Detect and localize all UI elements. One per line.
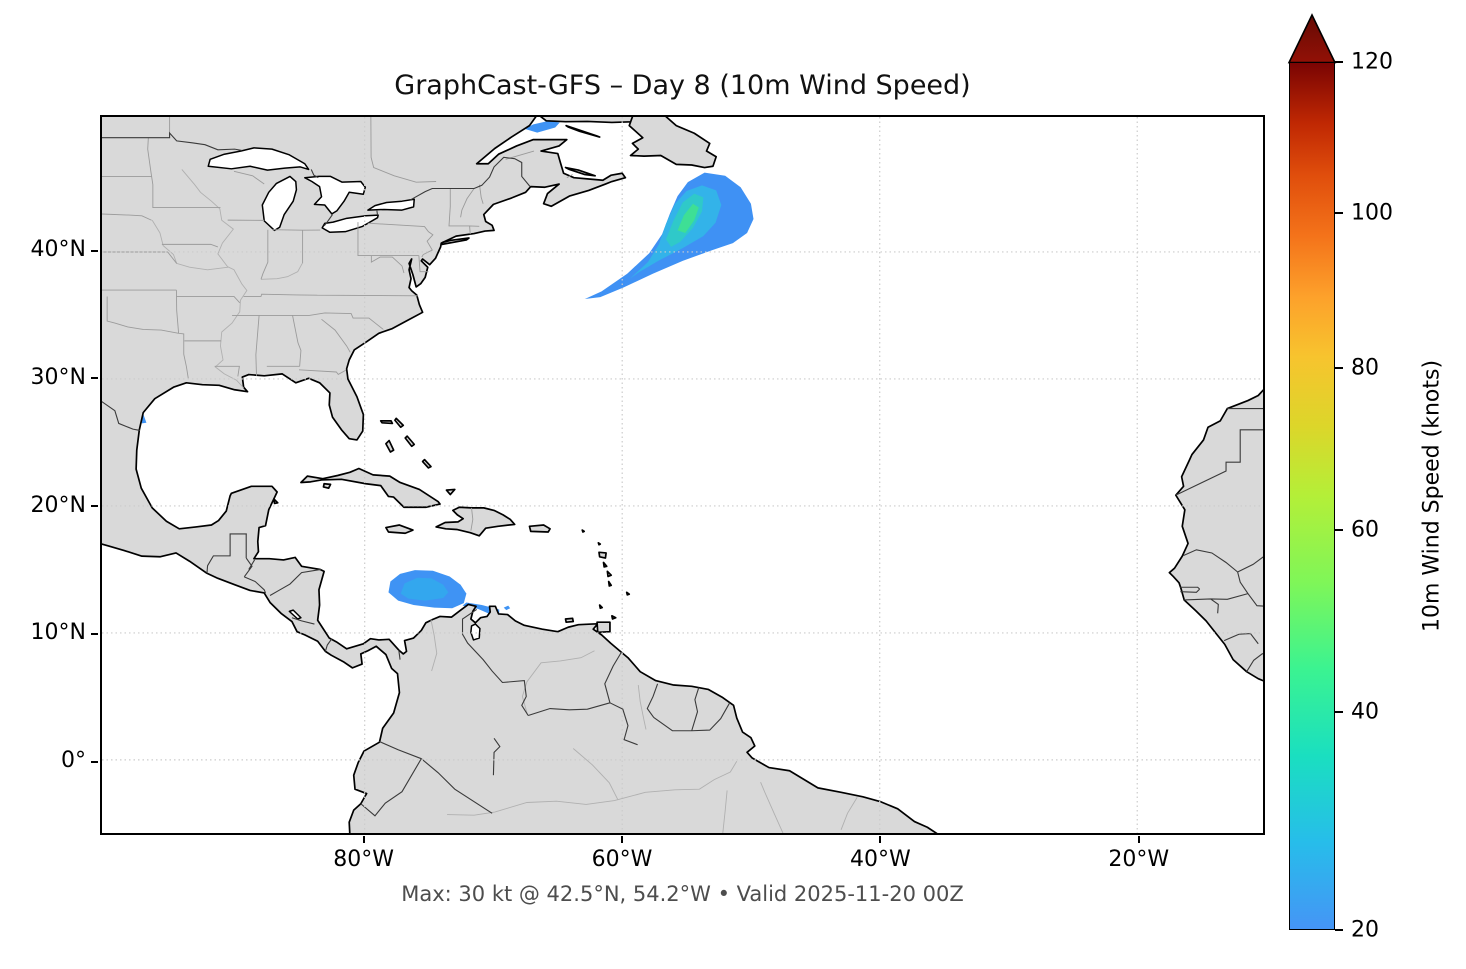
us-canada-border (102, 133, 530, 226)
x-tick-40w (879, 836, 882, 843)
wind-speed-shading (133, 120, 754, 615)
y-tick-20n (91, 505, 98, 508)
y-tick-40n (91, 249, 98, 252)
colorbar-tick-80 (1335, 367, 1343, 369)
essequibo-river (638, 685, 646, 729)
isla-margarita (566, 618, 574, 622)
lake-maracaibo (471, 624, 480, 640)
trinidad (597, 622, 610, 632)
colorbar-tick-120 (1335, 61, 1343, 63)
land-layer (102, 117, 1263, 833)
geo-layer (102, 117, 1263, 833)
max-and-valid-caption: Max: 30 kt @ 42.5°N, 54.2°W • Valid 2025… (401, 882, 964, 906)
colorbar (1289, 62, 1335, 930)
colorbar-extend-arrow (1288, 13, 1336, 63)
lake-huron (305, 176, 366, 213)
colorbar-tick-label-80: 80 (1351, 355, 1379, 381)
gridlines-layer (102, 117, 1263, 833)
rio-negro (573, 749, 617, 800)
newfoundland (629, 117, 716, 168)
americas-mainland (102, 117, 939, 833)
ohio-river (261, 263, 302, 279)
missouri-river (152, 220, 228, 270)
colorbar-tick-100 (1335, 212, 1343, 214)
isla-juventud (323, 484, 330, 488)
y-tick-label-0: 0° (61, 748, 86, 773)
south-america-borders (361, 609, 730, 815)
lesser-antilles-islands (582, 530, 629, 608)
st-lawrence-patch (524, 120, 560, 133)
jamaica (386, 525, 413, 533)
plot-title: GraphCast-GFS – Day 8 (10m Wind Speed) (394, 70, 971, 101)
amazon-river (447, 761, 737, 815)
caribbean-wind-area-core (400, 577, 449, 601)
y-tick-label-20n: 20°N (30, 493, 86, 518)
hispaniola (436, 507, 515, 536)
tobago (612, 616, 616, 619)
xingu-river (723, 790, 728, 833)
cuba (301, 469, 440, 508)
colorbar-arrow-shape (1289, 15, 1335, 63)
lake-ontario (368, 199, 414, 210)
x-tick-60w (621, 836, 623, 843)
x-tick-label-60w: 60°W (591, 847, 653, 872)
colorbar-tick-label-20: 20 (1351, 917, 1379, 943)
atlantic-wind-band-max (677, 203, 699, 233)
long-island (442, 238, 469, 244)
colorbar-tick-40 (1335, 711, 1343, 713)
x-tick-label-20w: 20°W (1108, 847, 1170, 872)
prince-edward-island (566, 168, 596, 176)
central-america-borders (207, 534, 400, 660)
map-plot-area (100, 115, 1265, 835)
x-tick-80w (362, 836, 365, 843)
rivers-layer (152, 169, 857, 833)
quebec-north-shore (538, 117, 640, 122)
parnaiba-river (841, 797, 857, 829)
orinoco-river (522, 651, 594, 715)
aruba-patch (503, 605, 511, 611)
y-tick-label-30n: 30°N (30, 365, 86, 390)
colorbar-tick-60 (1335, 529, 1343, 531)
lake-michigan (262, 176, 296, 230)
state-borders-layer (102, 117, 573, 531)
lake-erie (322, 215, 378, 232)
anticosti-island (566, 126, 599, 137)
colorbar-tick-20 (1335, 929, 1343, 931)
lake-nicaragua (289, 610, 301, 619)
y-tick-10n (91, 632, 98, 635)
colorbar-axis-label: 10m Wind Speed (knots) (1419, 359, 1445, 633)
y-tick-30n (91, 377, 98, 380)
x-tick-label-40w: 40°W (850, 847, 911, 872)
magdalena-river (431, 620, 437, 671)
west-africa (1169, 387, 1263, 682)
lakes-layer (208, 148, 480, 640)
y-tick-label-40n: 40°N (30, 237, 86, 262)
africa-borders (1176, 409, 1263, 672)
puerto-rico (529, 525, 550, 532)
lake-superior (208, 148, 308, 170)
tocantins-river (761, 782, 784, 833)
us-mexico-border (102, 400, 140, 430)
y-tick-label-10n: 10°N (30, 620, 86, 645)
country-borders-layer (102, 133, 1263, 816)
cozumel (274, 499, 278, 503)
colorbar-tick-label-100: 100 (1351, 200, 1393, 226)
bahamas-islands (381, 418, 455, 494)
y-tick-0 (91, 760, 98, 763)
map-svg (102, 117, 1263, 833)
x-tick-20w (1137, 836, 1140, 843)
x-tick-label-80w: 80°W (333, 847, 394, 872)
colorbar-tick-label-60: 60 (1351, 517, 1379, 543)
colorbar-tick-label-40: 40 (1351, 699, 1379, 725)
mississippi-river (182, 169, 247, 387)
colorbar-tick-label-120: 120 (1351, 49, 1393, 75)
